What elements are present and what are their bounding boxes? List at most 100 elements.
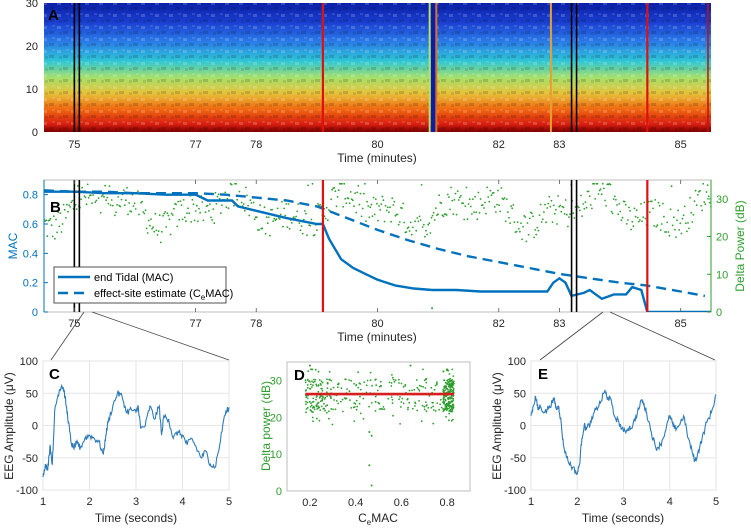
delta-power-point <box>657 201 660 204</box>
scatter-point <box>322 396 324 399</box>
delta-power-point <box>385 209 388 212</box>
panel-label-e: E <box>538 366 548 383</box>
scatter-point <box>436 382 438 385</box>
x-tick-label: 82 <box>493 318 505 330</box>
x-tick-label: 5 <box>226 496 232 508</box>
scatter-point <box>445 385 448 387</box>
scatter-point <box>335 400 338 402</box>
delta-power-point <box>703 201 706 204</box>
scatter-point <box>320 384 322 386</box>
delta-power-point <box>511 207 514 210</box>
scatter-point <box>332 386 335 389</box>
delta-power-point <box>471 213 473 215</box>
legend-b: end Tidal (MAC) effect-site estimate (Ce… <box>53 266 233 304</box>
delta-power-point <box>651 200 653 203</box>
scatter-point <box>433 388 436 391</box>
delta-power-point <box>283 207 285 210</box>
scatter-point <box>446 388 449 390</box>
delta-power-point <box>156 234 159 236</box>
scatter-point <box>334 408 337 411</box>
delta-power-point <box>103 196 105 198</box>
delta-power-point <box>683 205 686 208</box>
delta-power-point <box>531 212 533 215</box>
scatter-point <box>433 409 435 411</box>
scatter-point <box>380 407 382 410</box>
delta-power-point <box>134 208 137 210</box>
delta-power-point <box>311 182 314 185</box>
delta-power-point <box>341 182 343 185</box>
scatter-outlier <box>409 364 412 367</box>
scatter-point <box>348 379 350 381</box>
delta-power-point <box>397 223 400 226</box>
delta-power-point <box>474 195 476 198</box>
delta-power-point <box>479 198 482 200</box>
delta-power-point <box>487 196 490 198</box>
scatter-point <box>401 397 404 400</box>
delta-power-point <box>539 203 542 206</box>
delta-power-point <box>173 207 175 210</box>
scatter-point <box>445 408 448 411</box>
delta-power-point <box>605 205 607 207</box>
delta-power-point <box>138 213 140 216</box>
delta-power-point <box>635 209 638 212</box>
y-tick-label: 30 <box>270 375 282 387</box>
delta-power-point <box>108 185 111 188</box>
scatter-point <box>418 384 421 387</box>
delta-power-point <box>298 222 301 225</box>
scatter-point <box>321 399 324 402</box>
delta-power-point <box>476 218 479 221</box>
delta-power-point <box>63 208 66 211</box>
delta-power-point <box>69 206 72 208</box>
delta-power-point <box>165 226 168 228</box>
scatter-point <box>425 377 428 380</box>
delta-power-point <box>670 185 673 188</box>
scatter-point <box>355 399 358 402</box>
scatter-point <box>450 420 453 422</box>
scatter-point <box>368 405 370 408</box>
delta-power-point <box>655 225 658 228</box>
delta-power-point <box>75 208 78 211</box>
delta-power-point <box>503 197 506 199</box>
delta-power-point <box>533 236 535 239</box>
scatter-point <box>312 397 315 400</box>
scatter-point <box>374 395 377 398</box>
delta-power-point <box>521 238 523 241</box>
scatter-point <box>449 377 452 380</box>
scatter-point <box>345 397 348 400</box>
delta-power-point <box>87 197 90 199</box>
delta-power-point <box>99 211 102 214</box>
delta-power-point <box>405 231 408 233</box>
scatter-point <box>326 378 328 381</box>
scatter-point <box>330 408 333 410</box>
delta-power-point <box>705 191 708 193</box>
delta-power-point <box>419 219 422 221</box>
y-tick-label: 30 <box>26 0 38 10</box>
delta-power-point <box>543 211 545 214</box>
delta-power-point <box>416 217 419 219</box>
delta-power-point <box>302 218 305 221</box>
scatter-point <box>425 401 427 403</box>
y-tick-label-left: 0.2 <box>23 278 38 290</box>
delta-power-point <box>425 229 427 232</box>
scatter-point <box>451 397 454 400</box>
delta-power-point <box>488 200 491 203</box>
delta-power-point <box>186 212 188 215</box>
delta-power-point <box>598 189 601 192</box>
delta-power-point <box>378 205 380 207</box>
scatter-point <box>388 381 391 384</box>
y-tick-label: -100 <box>16 485 38 497</box>
delta-power-point <box>426 233 428 236</box>
delta-power-point <box>532 215 534 218</box>
delta-power-point <box>452 213 455 216</box>
scatter-point <box>328 410 330 413</box>
scatter-point <box>447 381 450 384</box>
delta-power-point <box>707 195 710 198</box>
delta-power-point <box>204 211 207 214</box>
delta-power-point <box>290 222 293 224</box>
delta-power-point <box>178 218 181 221</box>
delta-power-point <box>214 191 217 194</box>
delta-power-point <box>389 206 391 209</box>
delta-power-point <box>391 197 394 200</box>
delta-power-point <box>603 187 605 190</box>
delta-power-point <box>258 229 260 231</box>
